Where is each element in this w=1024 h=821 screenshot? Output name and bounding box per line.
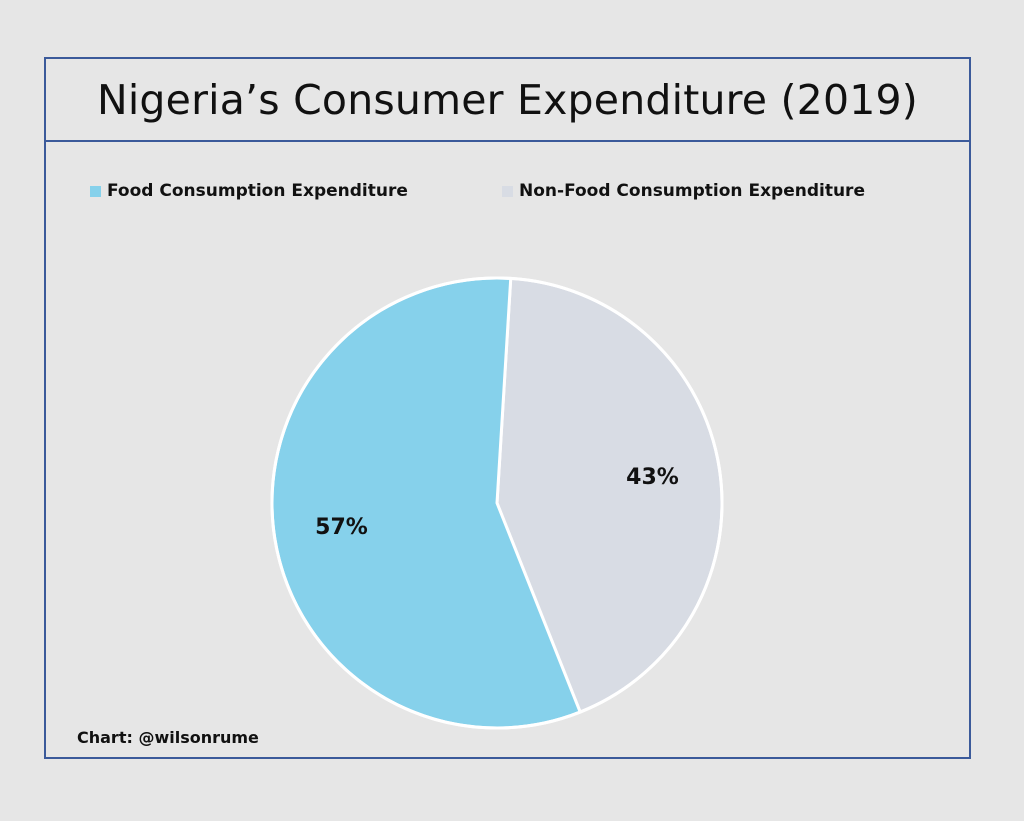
chart-credit: Chart: @wilsonrume: [77, 728, 259, 747]
legend-swatch-non-food: [502, 185, 513, 197]
title-bar: Nigeria’s Consumer Expenditure (2019): [46, 59, 969, 142]
legend-label-food: Food Consumption Expenditure: [107, 181, 408, 201]
legend-item-food: Food Consumption Expenditure: [90, 181, 408, 201]
data-label-non-food: 43%: [626, 465, 679, 490]
legend-label-non-food: Non-Food Consumption Expenditure: [519, 181, 865, 201]
data-label-food: 57%: [315, 515, 368, 540]
chart-title: Nigeria’s Consumer Expenditure (2019): [96, 75, 919, 124]
legend-swatch-food: [90, 185, 101, 197]
pie-outline: [270, 276, 724, 730]
legend-item-non-food: Non-Food Consumption Expenditure: [502, 181, 865, 201]
legend: Food Consumption Expenditure Non-Food Co…: [46, 181, 969, 209]
